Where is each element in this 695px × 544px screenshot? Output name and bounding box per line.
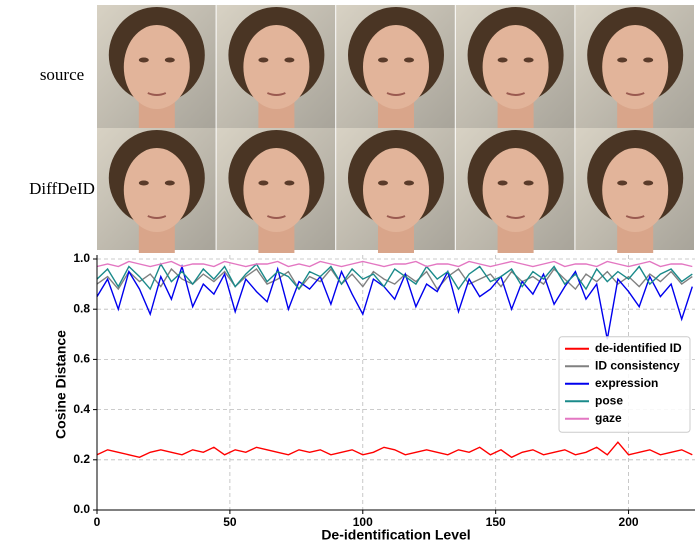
- face: [363, 25, 429, 109]
- face: [243, 148, 310, 232]
- row-label: source: [40, 65, 84, 84]
- mouth: [386, 215, 406, 219]
- eye: [164, 57, 175, 63]
- eye: [404, 57, 414, 63]
- face-image: [216, 128, 336, 253]
- face-image: [97, 5, 216, 130]
- eye: [164, 180, 175, 186]
- image-grid: [97, 5, 694, 253]
- series-line: [96, 441, 693, 459]
- eye: [643, 180, 654, 186]
- legend-label: ID consistency: [595, 358, 680, 372]
- eye: [258, 57, 269, 63]
- row-label: DiffDeID: [29, 179, 95, 198]
- face-image: [336, 5, 455, 130]
- mouth: [386, 92, 406, 96]
- y-tick-label: 0.0: [73, 502, 90, 516]
- face: [123, 25, 190, 109]
- series-line: [96, 260, 693, 268]
- legend-label: expression: [595, 376, 658, 390]
- eye: [258, 180, 269, 186]
- series-line: [96, 262, 693, 291]
- mouth: [147, 215, 167, 219]
- eye: [643, 57, 654, 63]
- legend-label: gaze: [595, 411, 622, 425]
- face-image: [575, 128, 694, 253]
- face-image: [336, 128, 455, 253]
- face-image: [455, 5, 575, 130]
- face: [602, 148, 669, 232]
- mouth: [266, 92, 286, 96]
- face-image: [216, 5, 336, 130]
- eye: [523, 180, 534, 186]
- x-tick-label: 100: [353, 515, 373, 529]
- eye: [404, 180, 414, 186]
- mouth: [147, 92, 167, 96]
- mouth: [625, 215, 645, 219]
- x-tick-label: 150: [486, 515, 506, 529]
- face: [482, 25, 549, 109]
- y-tick-label: 1.0: [73, 251, 90, 265]
- chart: 0.0 0.2 0.4 0.6 0.8 1.0 0 50 100 150 200 De-identif…: [53, 251, 695, 543]
- eye: [617, 180, 628, 186]
- x-tick-label: 200: [619, 515, 639, 529]
- eye: [523, 57, 534, 63]
- face-image: [97, 128, 216, 253]
- legend-box: [558, 336, 691, 433]
- eye: [284, 180, 295, 186]
- y-axis-label: Cosine Distance: [53, 330, 69, 439]
- series-line: [96, 264, 693, 340]
- legend-label: pose: [595, 393, 623, 407]
- face-image: [575, 5, 694, 130]
- x-tick-label: 50: [223, 515, 237, 529]
- eye: [378, 57, 388, 63]
- face: [602, 25, 669, 109]
- eye: [284, 57, 295, 63]
- mouth: [266, 215, 286, 219]
- face: [363, 148, 429, 232]
- face: [482, 148, 549, 232]
- legend-label: de-identified ID: [595, 341, 682, 355]
- series-line: [96, 267, 693, 291]
- eye: [138, 57, 149, 63]
- mouth: [506, 92, 526, 96]
- y-tick-label: 0.8: [73, 301, 90, 315]
- mouth: [625, 92, 645, 96]
- y-tick-label: 0.4: [73, 402, 90, 416]
- eye: [617, 57, 628, 63]
- eye: [497, 180, 508, 186]
- eye: [378, 180, 388, 186]
- face: [123, 148, 190, 232]
- face: [243, 25, 310, 109]
- y-tick-label: 0.6: [73, 352, 90, 366]
- eye: [497, 57, 508, 63]
- face-image: [455, 128, 575, 253]
- mouth: [506, 215, 526, 219]
- x-tick-label: 0: [94, 515, 101, 529]
- eye: [138, 180, 149, 186]
- y-tick-label: 0.2: [73, 452, 90, 466]
- x-axis-label: De-identification Level: [321, 527, 470, 543]
